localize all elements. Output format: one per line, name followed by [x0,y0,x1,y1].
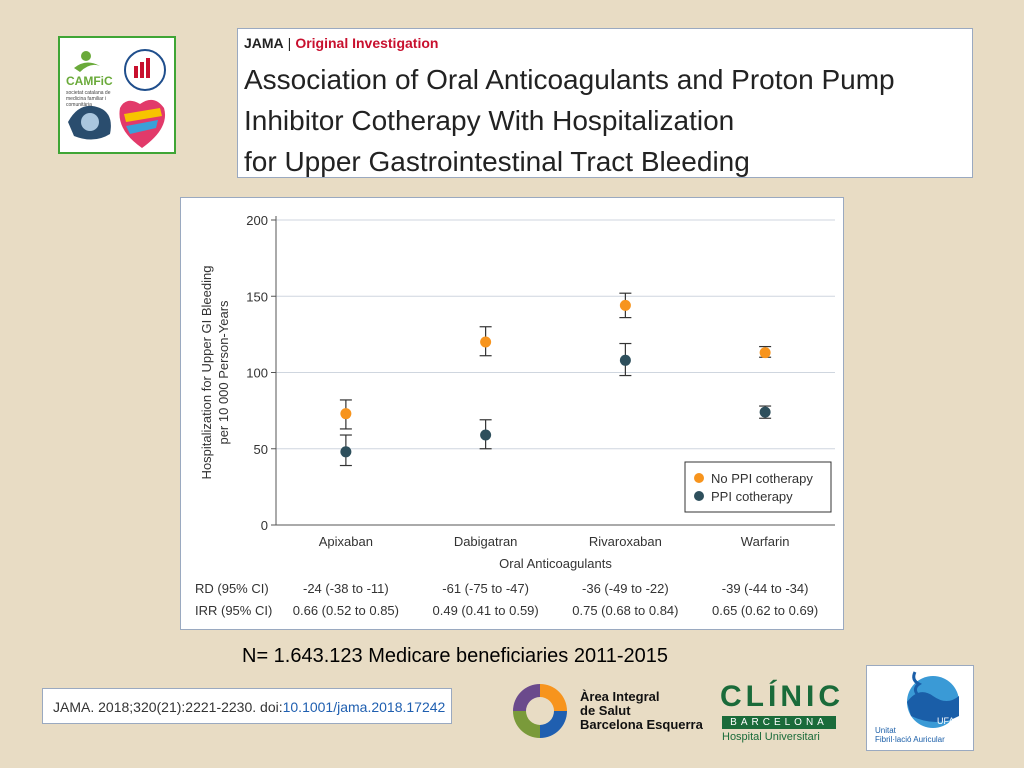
area-integral-wordmark: Àrea Integral de Salut Barcelona Esquerr… [580,690,703,732]
table-cell: -24 (-38 to -11) [303,581,389,596]
title-line: Inhibitor Cotherapy With Hospitalization [244,105,735,136]
y-axis-label-line: Hospitalization for Upper GI Bleeding [199,266,214,480]
area-line: Àrea Integral [580,689,660,704]
clinic-logo: CLÍNIC BARCELONA Hospital Universitari [720,680,840,744]
y-tick-label: 150 [246,289,268,304]
data-point [340,446,352,458]
sample-size-text: N= 1.643.123 Medicare beneficiaries 2011… [242,645,669,667]
ufa-line: Fibril·lació Auricular [875,735,945,744]
x-axis-label: Oral Anticoagulants [499,556,612,571]
table-row-label: RD (95% CI) [195,581,269,596]
x-tick-label: Rivaroxaban [589,534,662,549]
citation-text: JAMA. 2018;320(21):2221-2230. doi: [53,699,283,715]
data-point [480,336,492,348]
y-tick-label: 100 [246,366,268,381]
article-title: Association of Oral Anticoagulants and P… [244,59,968,182]
legend-marker [694,473,704,483]
area-line: Barcelona Esquerra [580,717,703,732]
table-cell: 0.49 (0.41 to 0.59) [433,603,539,618]
table-cell: 0.65 (0.62 to 0.69) [712,603,818,618]
citation-doi-link[interactable]: 10.1001/jama.2018.17242 [282,699,446,715]
table-cell: -61 (-75 to -47) [442,581,529,596]
legend-marker [694,491,704,501]
ufa-logo-mark: UFA [907,671,959,728]
table-cell: -36 (-49 to -22) [582,581,669,596]
area-line: de Salut [580,703,631,718]
camfic-logo-graphic [68,49,166,148]
data-point [619,354,631,366]
camfic-wordmark: CAMFiC [66,74,113,88]
legend-box [684,461,832,513]
legend-label: No PPI cotherapy [711,471,813,486]
journal-line: JAMA | Original Investigation [244,35,439,51]
x-tick-label: Apixaban [319,534,373,549]
x-tick-label: Dabigatran [454,534,518,549]
camfic-subtitle: societat catalana de medicina familiar i… [66,90,111,108]
article-header: JAMA | Original Investigation Association … [237,28,973,178]
article-section: Original Investigation [295,35,439,51]
camfic-logo: CAMFiC societat catalana de medicina fam… [58,36,176,154]
ufa-badge-text: UFA [937,716,955,726]
title-line: for Upper Gastrointestinal Tract Bleedin… [244,146,750,177]
clinic-wordmark: CLÍNIC [720,680,844,713]
y-axis-label: Hospitalization for Upper GI Bleeding per… [199,266,231,480]
table-cell: 0.75 (0.68 to 0.84) [572,603,678,618]
citation: JAMA. 2018;320(21):2221-2230. doi:10.100… [42,688,452,724]
data-point [619,299,631,311]
data-point [759,406,771,418]
ufa-line: Unitat [875,726,896,735]
clinic-city: BARCELONA [722,716,836,729]
y-tick-label: 0 [261,518,268,533]
table-cell: 0.66 (0.52 to 0.85) [293,603,399,618]
area-integral-logo-mark [513,684,567,738]
chart: 0 50 100 150 200 Hospitalization for Upper GI… [195,213,835,618]
ufa-label: Unitat Fibril·lació Auricular [875,726,945,744]
table-cell: -39 (-44 to -34) [722,581,809,596]
y-axis-label-line: per 10 000 Person-Years [216,300,231,445]
area-integral-logo: Àrea Integral de Salut Barcelona Esquerr… [510,680,706,742]
chart-panel: 0 50 100 150 200 Hospitalization for Upper GI… [180,197,844,630]
y-tick-label: 200 [246,213,268,228]
legend-label: PPI cotherapy [711,489,793,504]
ufa-logo: UFA Unitat Fibril·lació Auricular [866,665,974,751]
x-tick-label: Warfarin [741,534,790,549]
clinic-subtitle: Hospital Universitari [722,731,820,743]
title-line: Association of Oral Anticoagulants and P… [244,64,895,95]
y-tick-label: 50 [254,442,268,457]
table-row-label: IRR (95% CI) [195,603,272,618]
journal-name: JAMA [244,35,284,51]
data-point [759,347,771,359]
data-point [340,408,352,420]
data-point [480,429,492,441]
